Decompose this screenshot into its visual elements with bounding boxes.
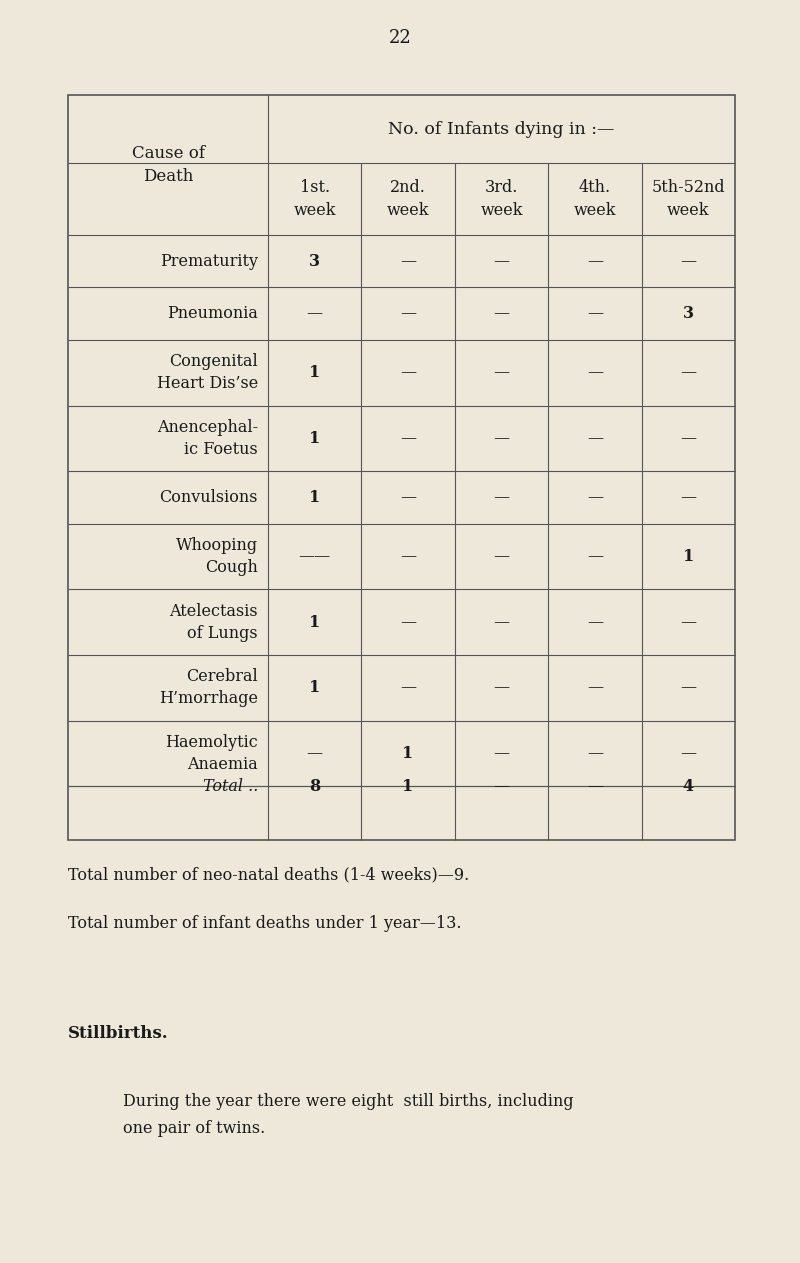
Bar — [68, 95, 735, 840]
Text: —: — — [680, 489, 696, 506]
Text: Anencephal-
ic Foetus: Anencephal- ic Foetus — [157, 419, 258, 458]
Text: Congenital
Heart Dis’se: Congenital Heart Dis’se — [157, 354, 258, 393]
Text: Haemolytic
Anaemia: Haemolytic Anaemia — [166, 734, 258, 773]
Text: —: — — [400, 429, 416, 447]
Text: 3: 3 — [309, 253, 320, 270]
Text: Stillbirths.: Stillbirths. — [68, 1024, 169, 1042]
Text: Total number of neo-natal deaths (1-4 weeks)—9.: Total number of neo-natal deaths (1-4 we… — [68, 866, 470, 884]
Text: —: — — [400, 614, 416, 630]
Text: —: — — [680, 679, 696, 696]
Text: —: — — [494, 429, 510, 447]
Text: 1: 1 — [402, 745, 414, 762]
Text: —: — — [400, 548, 416, 565]
Text: 1: 1 — [309, 679, 320, 696]
Text: 22: 22 — [389, 29, 411, 47]
Text: 1: 1 — [309, 364, 320, 381]
Text: Prematurity: Prematurity — [160, 253, 258, 270]
Text: 1: 1 — [682, 548, 694, 565]
Text: —: — — [587, 429, 603, 447]
Text: No. of Infants dying in :—: No. of Infants dying in :— — [388, 120, 614, 138]
Text: —: — — [494, 745, 510, 762]
Text: Total ..: Total .. — [202, 778, 258, 794]
Text: —: — — [587, 253, 603, 270]
Text: Convulsions: Convulsions — [159, 489, 258, 506]
Text: —: — — [400, 679, 416, 696]
Text: —: — — [400, 489, 416, 506]
Text: —: — — [587, 745, 603, 762]
Text: —: — — [587, 489, 603, 506]
Text: 4th.
week: 4th. week — [574, 179, 616, 218]
Text: ——: —— — [298, 548, 331, 565]
Text: Cerebral
H’morrhage: Cerebral H’morrhage — [159, 668, 258, 707]
Text: 2nd.
week: 2nd. week — [387, 179, 430, 218]
Text: —: — — [680, 745, 696, 762]
Text: Total number of infant deaths under 1 year—13.: Total number of infant deaths under 1 ye… — [68, 914, 462, 932]
Text: —: — — [680, 253, 696, 270]
Text: 1: 1 — [309, 489, 320, 506]
Text: —: — — [494, 679, 510, 696]
Text: 3rd.
week: 3rd. week — [480, 179, 522, 218]
Text: —: — — [400, 364, 416, 381]
Text: —: — — [494, 253, 510, 270]
Text: Cause of
Death: Cause of Death — [131, 145, 205, 186]
Text: —: — — [680, 429, 696, 447]
Text: —: — — [494, 364, 510, 381]
Text: —: — — [494, 489, 510, 506]
Text: —: — — [587, 778, 603, 794]
Text: —: — — [306, 745, 322, 762]
Text: —: — — [587, 548, 603, 565]
Text: —: — — [494, 614, 510, 630]
Text: Atelectasis
of Lungs: Atelectasis of Lungs — [170, 602, 258, 642]
Text: —: — — [306, 306, 322, 322]
Text: 5th-52nd
week: 5th-52nd week — [651, 179, 725, 218]
Text: —: — — [494, 306, 510, 322]
Text: —: — — [587, 679, 603, 696]
Text: 3: 3 — [682, 306, 694, 322]
Text: 1: 1 — [402, 778, 414, 794]
Text: Whooping
Cough: Whooping Cough — [176, 537, 258, 576]
Text: 1: 1 — [309, 614, 320, 630]
Text: —: — — [587, 306, 603, 322]
Text: —: — — [400, 306, 416, 322]
Text: 4: 4 — [682, 778, 694, 794]
Text: —: — — [494, 548, 510, 565]
Text: —: — — [494, 778, 510, 794]
Text: —: — — [680, 614, 696, 630]
Text: —: — — [587, 364, 603, 381]
Text: Pneumonia: Pneumonia — [167, 306, 258, 322]
Text: —: — — [587, 614, 603, 630]
Text: 1st.
week: 1st. week — [294, 179, 336, 218]
Text: During the year there were eight  still births, including
one pair of twins.: During the year there were eight still b… — [123, 1092, 574, 1138]
Text: 8: 8 — [309, 778, 320, 794]
Text: 1: 1 — [309, 429, 320, 447]
Text: —: — — [400, 253, 416, 270]
Text: —: — — [680, 364, 696, 381]
